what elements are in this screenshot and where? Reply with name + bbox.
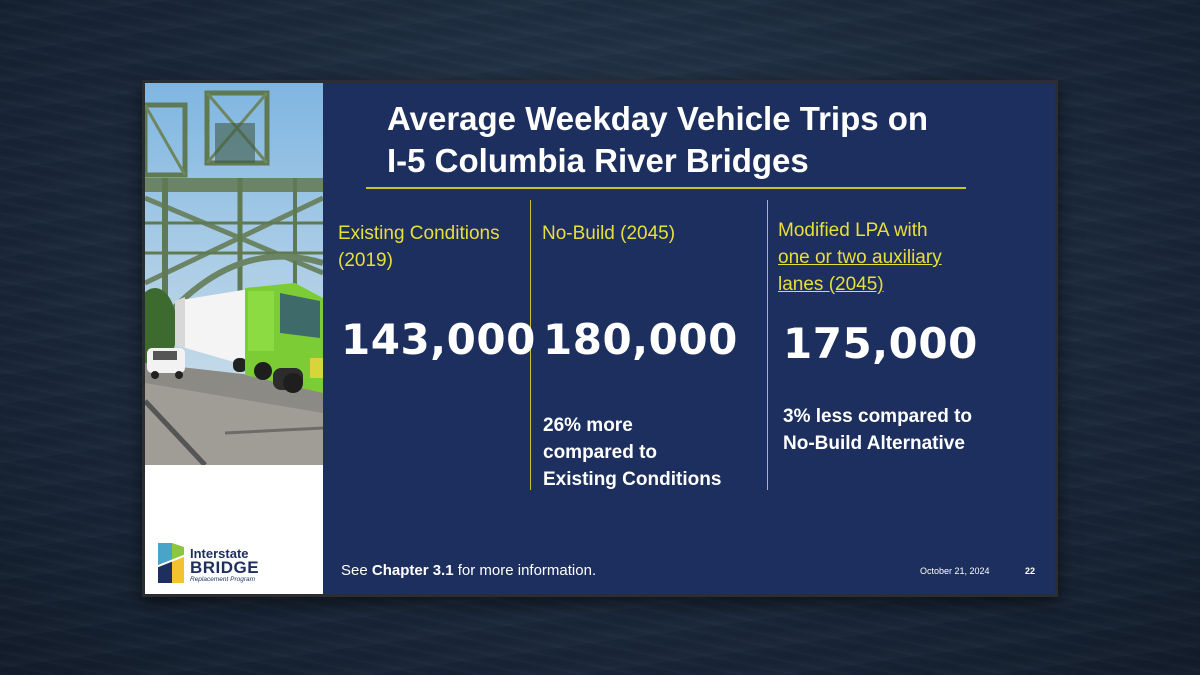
interstate-bridge-logo: Interstate BRIDGE Replacement Program <box>156 543 316 589</box>
modified-lpa-note-line2: No-Build Alternative <box>783 433 965 454</box>
column-divider-2 <box>767 200 768 490</box>
existing-conditions-value: 143,000 <box>341 315 536 364</box>
bridge-photo <box>145 83 323 465</box>
existing-conditions-heading: Existing Conditions (2019) <box>338 220 500 274</box>
no-build-heading: No-Build (2045) <box>542 220 675 247</box>
footer-chapter-reference: Chapter 3.1 <box>371 562 454 579</box>
slide-date: October 21, 2024 <box>920 566 990 576</box>
no-build-note: 26% more compared to Existing Conditions <box>543 412 721 493</box>
footer-suffix: for more information. <box>453 562 597 579</box>
no-build-heading-line1: No-Build (2045) <box>542 223 676 244</box>
logo-text-bridge: BRIDGE <box>190 558 260 577</box>
slide: Interstate BRIDGE Replacement Program Av… <box>145 83 1055 594</box>
modified-lpa-note: 3% less compared to No-Build Alternative <box>783 403 972 457</box>
no-build-note-line2: compared to <box>543 442 658 463</box>
modified-lpa-heading-line2[interactable]: one or two auxiliary <box>778 247 942 268</box>
modified-lpa-value: 175,000 <box>783 319 978 368</box>
slide-title: Average Weekday Vehicle Trips on I-5 Col… <box>387 98 987 182</box>
slide-title-line2: I-5 Columbia River Bridges <box>387 142 809 179</box>
modified-lpa-heading-line3[interactable]: lanes (2045) <box>778 274 884 295</box>
no-build-value: 180,000 <box>543 315 738 364</box>
existing-conditions-heading-line1: Existing Conditions <box>338 223 500 244</box>
bridge-truck-image <box>145 90 323 465</box>
logo-mark-icon <box>156 543 186 583</box>
logo-text-program: Replacement Program <box>190 576 256 583</box>
no-build-note-line3: Existing Conditions <box>543 469 722 490</box>
logo-text-interstate: Interstate <box>190 546 249 561</box>
slide-page-number: 22 <box>1025 566 1036 576</box>
no-build-note-line1: 26% more <box>543 415 633 436</box>
modified-lpa-heading: Modified LPA with one or two auxiliary l… <box>778 217 942 298</box>
existing-conditions-heading-line2: (2019) <box>338 250 393 271</box>
modified-lpa-note-line1: 3% less compared to <box>783 406 973 427</box>
footer-note: See Chapter 3.1 for more information. <box>341 562 596 579</box>
column-divider-1 <box>530 200 531 490</box>
presentation-screen: Interstate BRIDGE Replacement Program Av… <box>142 80 1058 597</box>
footer-prefix: See <box>341 562 372 579</box>
modified-lpa-heading-line1: Modified LPA with <box>778 220 928 241</box>
slide-title-line1: Average Weekday Vehicle Trips on <box>387 100 929 137</box>
title-underline <box>366 187 966 189</box>
